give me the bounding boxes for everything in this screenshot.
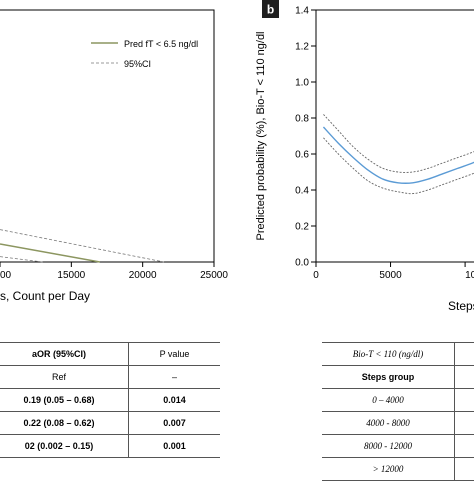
table-b-cell: 4000 - 8000 [322,412,455,435]
x-tick-label: 0 [313,270,319,281]
x-tick-label: 0000 [0,270,12,281]
table-a-cell: 0.007 [129,412,221,435]
y-axis-label: Predicted probability (%), Bio-T < 110 n… [255,31,267,240]
table-row: 0.19 (0.05 – 0.68) 0.014 [0,389,220,412]
y-tick-label: 0.8 [295,114,309,125]
panel-b-plot-frame [316,10,474,262]
legend-label: 95%CI [124,59,151,69]
table-b-cell: 0 – 4000 [322,389,455,412]
y-tick-label: 0.0 [295,258,309,269]
x-axis-label: Steps [448,299,474,313]
table-b-title-row: Bio-T < 110 (ng/dl) [322,343,474,366]
table-a-cell: 0.22 (0.08 – 0.62) [0,412,129,435]
x-tick-label: 25000 [200,270,228,281]
table-row: 0.22 (0.08 – 0.62) 0.007 [0,412,220,435]
panel-b-chart: 0.0 0.2 0.4 0.6 0.8 1.0 1.2 1.4 0 5000 1000 Predict… [255,0,474,313]
y-tick-label: 0.6 [295,150,309,161]
x-axis-label: s, Count per Day [0,289,90,303]
table-a-header-aor: aOR (95%CI) [0,343,129,366]
table-a-header-row: aOR (95%CI) P value [0,343,220,366]
table-row: Ref – [0,366,220,389]
table-b-empty-cell [455,366,474,389]
table-b-empty-cell [455,458,474,481]
table-a-cell: 02 (0.002 – 0.15) [0,435,129,458]
panel-label: b [267,3,274,17]
y-tick-label: 1.0 [295,78,309,89]
table-b-empty-cell [455,435,474,458]
y-tick-label: 0.4 [295,186,309,197]
table-row: 8000 - 12000 [322,435,474,458]
x-tick-label: 20000 [129,270,157,281]
y-tick-label: 0.2 [295,222,309,233]
table-row: 4000 - 8000 [322,412,474,435]
x-tick-label: 15000 [57,270,85,281]
table-b-empty-cell [455,343,474,366]
x-tick-label: 5000 [379,270,402,281]
table-b-title: Bio-T < 110 (ng/dl) [322,343,455,366]
table-b-cell: 8000 - 12000 [322,435,455,458]
table-a-cell: 0.19 (0.05 – 0.68) [0,389,129,412]
ci-line [323,114,474,172]
table-a-cell: 0.014 [129,389,221,412]
y-tick-label: 1.4 [295,6,309,17]
table-b: Bio-T < 110 (ng/dl) Steps group 0 – 4000… [322,342,474,481]
table-a-cell: – [129,366,221,389]
table-row: 02 (0.002 – 0.15) 0.001 [0,435,220,458]
ci-line [0,257,43,262]
table-b-empty-cell [455,412,474,435]
table-a: aOR (95%CI) P value Ref – 0.19 (0.05 – 0… [0,342,220,458]
ci-line [323,138,474,194]
table-b-header: Steps group [322,366,455,389]
ci-line [0,230,164,262]
prediction-line [323,127,474,183]
legend-label: Pred fT < 6.5 ng/dl [124,39,198,49]
table-b-empty-cell [455,389,474,412]
table-b-header-row: Steps group [322,366,474,389]
table-b-cell: > 12000 [322,458,455,481]
table-a-cell: Ref [0,366,129,389]
table-a-cell: 0.001 [129,435,221,458]
y-tick-label: 1.2 [295,42,309,53]
table-row: > 12000 [322,458,474,481]
panel-a-chart: 0000 15000 20000 25000 s, Count per Day Pred … [0,10,228,303]
table-row: 0 – 4000 [322,389,474,412]
x-tick-label: 1000 [465,270,474,281]
table-a-header-pvalue: P value [129,343,221,366]
